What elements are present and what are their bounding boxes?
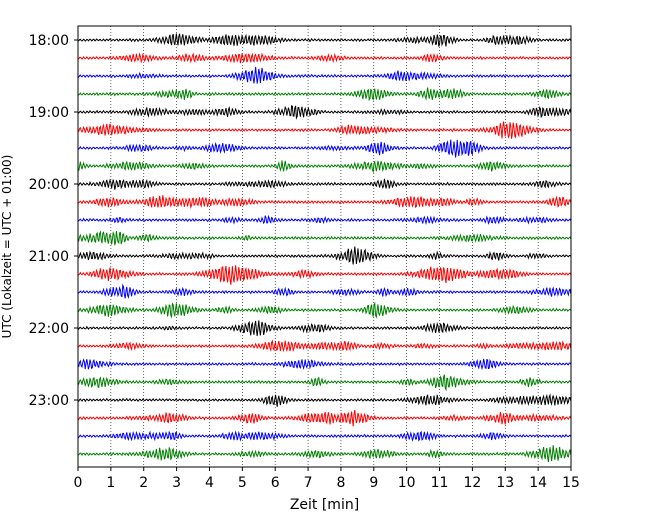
x-tick-label: 0 bbox=[74, 475, 83, 491]
plot-frame bbox=[77, 25, 572, 468]
y-tick-label: 23:00 bbox=[29, 393, 69, 409]
x-tick-label: 6 bbox=[271, 475, 280, 491]
seismic-trace bbox=[77, 358, 572, 371]
seismic-trace bbox=[77, 139, 572, 158]
y-tick-label: 22:00 bbox=[29, 321, 69, 337]
seismic-trace bbox=[77, 160, 572, 174]
seismic-trace bbox=[77, 430, 572, 442]
seismic-trace bbox=[77, 104, 572, 120]
x-tick-label: 4 bbox=[205, 475, 214, 491]
seismic-trace bbox=[77, 339, 572, 353]
y-tick-label: 21:00 bbox=[29, 249, 69, 265]
x-tick-label: 9 bbox=[369, 475, 378, 491]
x-tick-label: 2 bbox=[139, 475, 148, 491]
seismic-trace bbox=[77, 393, 572, 407]
seismic-trace bbox=[77, 409, 572, 427]
seismic-trace bbox=[77, 178, 572, 190]
y-tick-label: 18:00 bbox=[29, 33, 69, 49]
seismic-trace bbox=[77, 246, 572, 265]
x-tick-label: 15 bbox=[562, 475, 580, 491]
y-tick-label: 19:00 bbox=[29, 105, 69, 121]
x-tick-label: 1 bbox=[106, 475, 115, 491]
seismic-trace bbox=[77, 87, 572, 102]
x-axis-ticks: 0 1 2 3 4 5 6 7 8 9 10 11 12 13 14 15 bbox=[74, 467, 580, 491]
y-axis-label: UTC (Lokalzeit = UTC + 01:00) bbox=[0, 155, 14, 339]
x-tick-label: 8 bbox=[336, 475, 345, 491]
x-tick-label: 12 bbox=[463, 475, 481, 491]
x-tick-label: 5 bbox=[238, 475, 247, 491]
seismic-trace bbox=[77, 230, 572, 246]
y-tick-label: 20:00 bbox=[29, 177, 69, 193]
seismic-trace bbox=[77, 195, 572, 210]
x-axis-label: Zeit [min] bbox=[290, 497, 359, 513]
seismic-trace bbox=[77, 121, 572, 139]
seismic-trace bbox=[77, 52, 572, 64]
x-tick-label: 11 bbox=[431, 475, 449, 491]
seismic-traces bbox=[77, 33, 572, 463]
seismic-trace bbox=[77, 320, 572, 337]
seismic-trace bbox=[77, 445, 572, 463]
seismic-trace bbox=[77, 214, 572, 226]
y-axis-ticks: 18:00 19:00 20:00 21:00 22:00 23:00 bbox=[29, 33, 78, 409]
seismic-trace bbox=[77, 33, 572, 47]
seismic-trace bbox=[77, 283, 572, 300]
seismic-trace bbox=[77, 265, 572, 285]
x-tick-label: 13 bbox=[496, 475, 514, 491]
seismic-trace bbox=[77, 301, 572, 319]
seismic-trace bbox=[77, 66, 572, 84]
x-tick-label: 3 bbox=[172, 475, 181, 491]
x-tick-label: 10 bbox=[398, 475, 416, 491]
x-tick-label: 7 bbox=[304, 475, 313, 491]
x-tick-label: 14 bbox=[529, 475, 547, 491]
seismic-trace bbox=[77, 374, 572, 392]
